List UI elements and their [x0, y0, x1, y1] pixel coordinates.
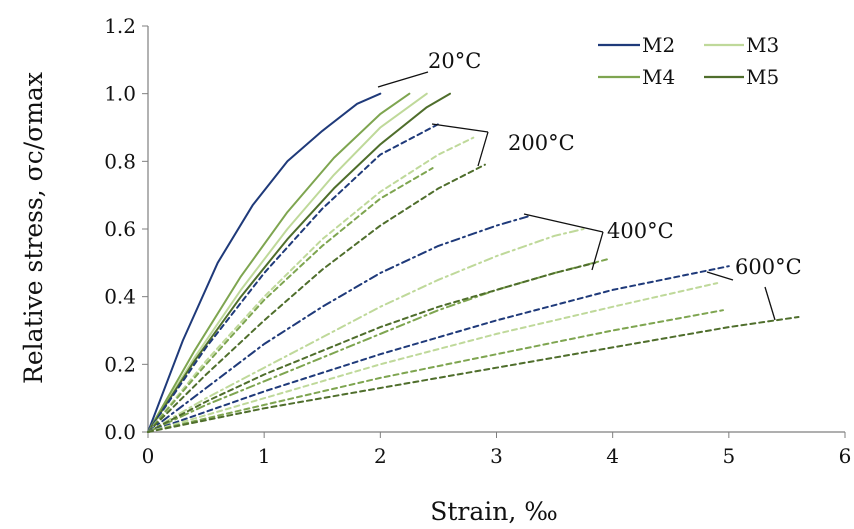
- series-line-m4-20c: [147, 92, 411, 433]
- series-line-m3-20c: [147, 92, 428, 433]
- legend-label-m4: M4: [642, 65, 675, 89]
- series-line-m5-20c: [147, 92, 451, 433]
- legend-label-m3: M3: [746, 33, 779, 57]
- series-line-m3-400c: [147, 228, 585, 433]
- y-tick-label: 0.6: [104, 217, 136, 241]
- annotation-leader-line: [477, 131, 489, 167]
- series-line-m4-200c: [147, 167, 434, 433]
- series-line-m2-400c: [147, 214, 533, 433]
- x-tick-label: 1: [258, 444, 271, 468]
- series-line-m5-400c: [147, 261, 597, 433]
- annotation-leader-line: [764, 286, 776, 321]
- series-line-m2-600c: [147, 265, 730, 433]
- annotation-label: 400°C: [607, 219, 674, 243]
- axes: 0 1 2 3 4 5 6 0.0 0.2 0.4 0.6 0.8 1.0 1.2: [104, 14, 851, 468]
- annotation-leader-line: [706, 271, 734, 281]
- y-tick-label: 0.2: [104, 352, 136, 376]
- legend: M2 M3 M4 M5: [598, 33, 779, 89]
- annotation-leader-line: [377, 71, 429, 88]
- annotation-leader-line: [591, 231, 604, 271]
- annotation-leader-line: [431, 123, 489, 133]
- series-line-m2-200c: [147, 123, 440, 433]
- series-line-m5-200c: [147, 163, 486, 433]
- series-line-m2-20c: [147, 92, 382, 433]
- annotation-label: 600°C: [735, 255, 802, 279]
- legend-label-m5: M5: [746, 65, 779, 89]
- annotation-leader-line: [523, 213, 604, 233]
- y-tick-label: 0.0: [104, 420, 136, 444]
- annotation-label: 20°C: [428, 49, 481, 73]
- annotation-layer: 20°C 200°C 400°C 600°C: [377, 49, 802, 321]
- series-line-m5-600c: [147, 316, 800, 433]
- y-tick-label: 1.0: [104, 82, 136, 106]
- legend-label-m2: M2: [642, 33, 675, 57]
- x-tick-label: 2: [374, 444, 387, 468]
- series-layer: [147, 92, 800, 433]
- y-tick-label: 1.2: [104, 14, 136, 38]
- series-line-m4-600c: [147, 309, 724, 433]
- y-axis-title: Relative stress, σc/σmax: [19, 72, 48, 384]
- x-tick-label: 3: [490, 444, 503, 468]
- annotation-label: 200°C: [508, 131, 575, 155]
- x-tick-label: 4: [606, 444, 619, 468]
- y-tick-label: 0.8: [104, 149, 136, 173]
- series-line-m3-600c: [147, 282, 719, 433]
- x-tick-label: 0: [142, 444, 155, 468]
- y-tick-label: 0.4: [104, 285, 136, 309]
- x-tick-label: 5: [722, 444, 735, 468]
- x-tick-label: 6: [839, 444, 852, 468]
- x-axis-title: Strain, ‰: [430, 497, 558, 526]
- series-line-m3-200c: [147, 136, 475, 433]
